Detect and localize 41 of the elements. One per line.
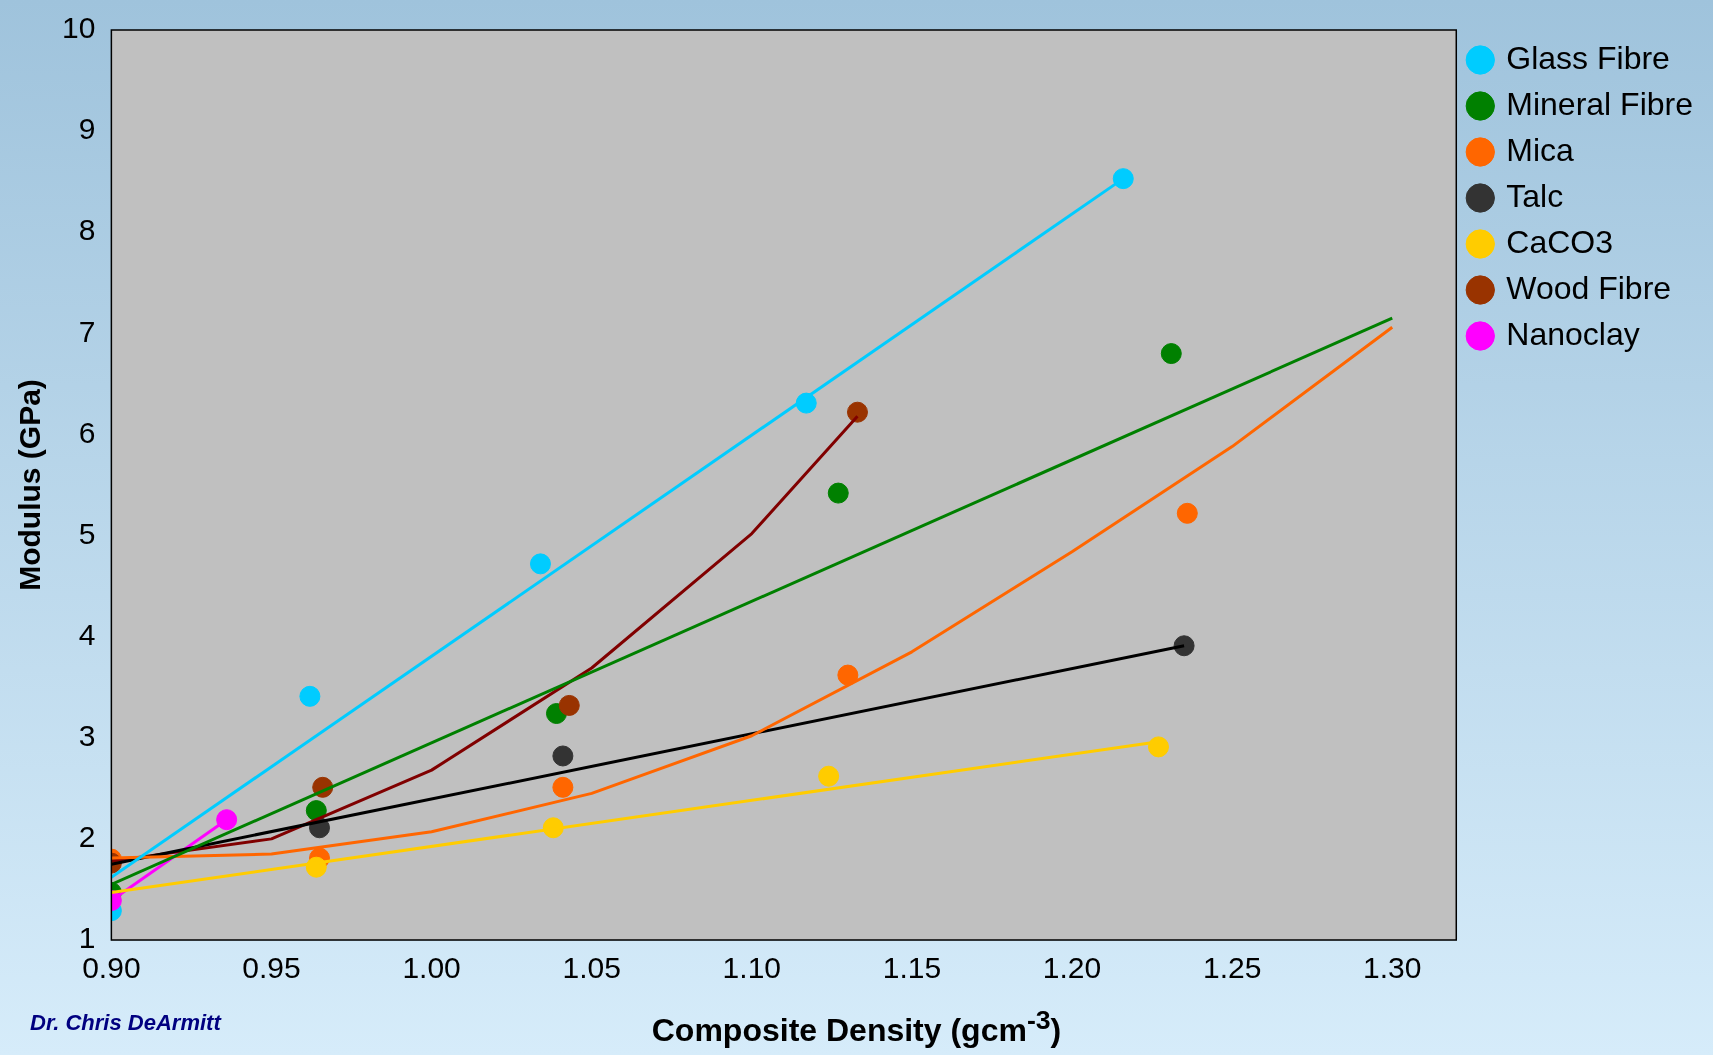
point	[552, 776, 574, 798]
x-axis-title: Composite Density (gcm$^{-3}$)	[651, 1005, 1062, 1048]
y-tick-label: 6	[78, 415, 96, 449]
y-tick-label: 2	[78, 820, 96, 854]
point	[818, 765, 840, 787]
point	[827, 482, 849, 504]
x-tick-label: 1.20	[1042, 951, 1102, 985]
point	[299, 685, 321, 707]
point	[529, 553, 551, 575]
point	[846, 401, 868, 423]
y-tick-label: 5	[78, 516, 96, 550]
x-tick-label: 1.25	[1202, 951, 1262, 985]
y-axis-title: Modulus (GPa)	[13, 379, 47, 591]
legend-label: Talc	[1506, 177, 1564, 214]
legend-label: Mica	[1506, 131, 1575, 168]
point	[552, 745, 574, 767]
x-tick-label: 1.10	[722, 951, 781, 985]
y-tick-label: 3	[78, 719, 96, 753]
x-tick-label: 1.00	[402, 951, 461, 985]
legend-label: CaCO3	[1506, 223, 1613, 260]
point	[1112, 168, 1134, 190]
point	[1147, 736, 1169, 758]
point	[1160, 343, 1182, 365]
legend-label: Nanoclay	[1506, 315, 1640, 352]
y-tick-label: 8	[78, 213, 96, 247]
x-tick-label: 1.15	[882, 951, 942, 985]
point	[558, 694, 580, 716]
legend-label: Wood Fibre	[1506, 269, 1672, 306]
point	[1176, 502, 1198, 524]
y-tick-label: 10	[61, 11, 96, 45]
x-tick-label: 1.30	[1363, 951, 1422, 985]
x-tick-label: 0.95	[242, 951, 301, 985]
y-tick-label: 4	[78, 617, 96, 651]
text: Dr. Chris DeArmitt	[30, 1010, 221, 1036]
y-tick-label: 9	[78, 112, 96, 146]
point	[1173, 635, 1195, 657]
y-tick-label: 7	[78, 314, 96, 348]
point	[837, 664, 859, 686]
legend-label: Glass Fibre	[1506, 39, 1670, 76]
legend-label: Mineral Fibre	[1506, 85, 1693, 122]
x-tick-label: 1.05	[562, 951, 621, 985]
